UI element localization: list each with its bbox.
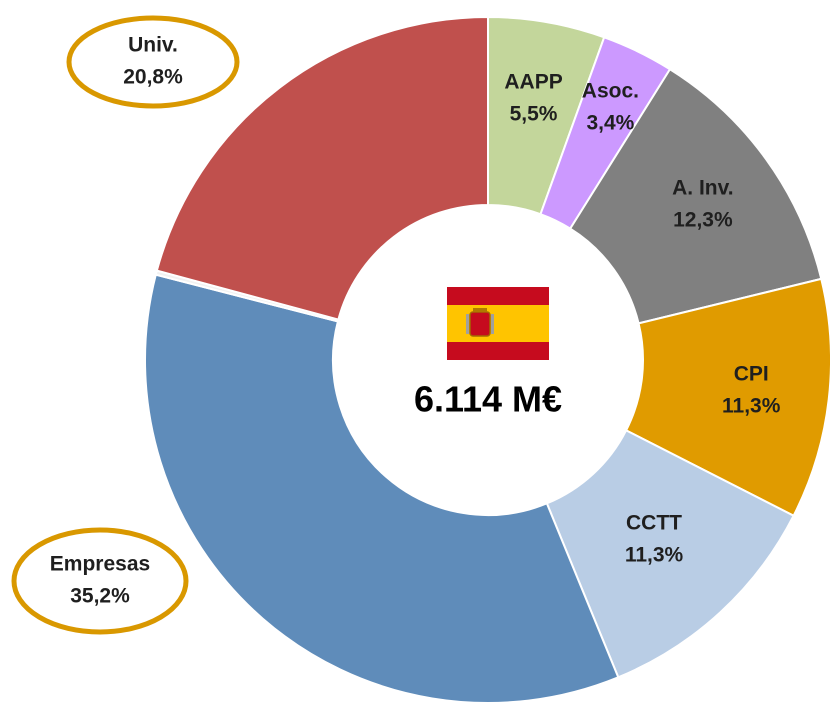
segment-label: A. Inv. [672,176,733,199]
segment-label: Univ. [128,34,178,57]
segment-label: AAPP [504,70,562,93]
segment-value-label: 5,5% [510,102,558,125]
donut-segment [545,429,795,679]
segment-value-label: 20,8% [123,66,183,89]
donut-segment [624,277,830,518]
donut-segment [155,15,489,321]
segment-label: Asoc. [582,80,639,103]
highlight-ellipse [66,15,240,109]
highlight-ellipse [11,527,189,635]
flag [447,287,549,360]
donut-segment [568,67,823,325]
segment-label: Empresas [50,553,150,576]
segment-value-label: 11,3% [722,394,781,417]
segment-value-label: 3,4% [586,112,634,135]
segment-value-label: 12,3% [673,208,733,231]
segment-value-label: 11,3% [625,544,684,567]
segment-label: CPI [734,362,769,385]
center-label: 6.114 M€ [414,379,562,420]
segments [144,15,830,704]
segment-label: CCTT [626,512,682,535]
segment-value-label: 35,2% [70,585,130,608]
donut-segment [144,273,620,704]
